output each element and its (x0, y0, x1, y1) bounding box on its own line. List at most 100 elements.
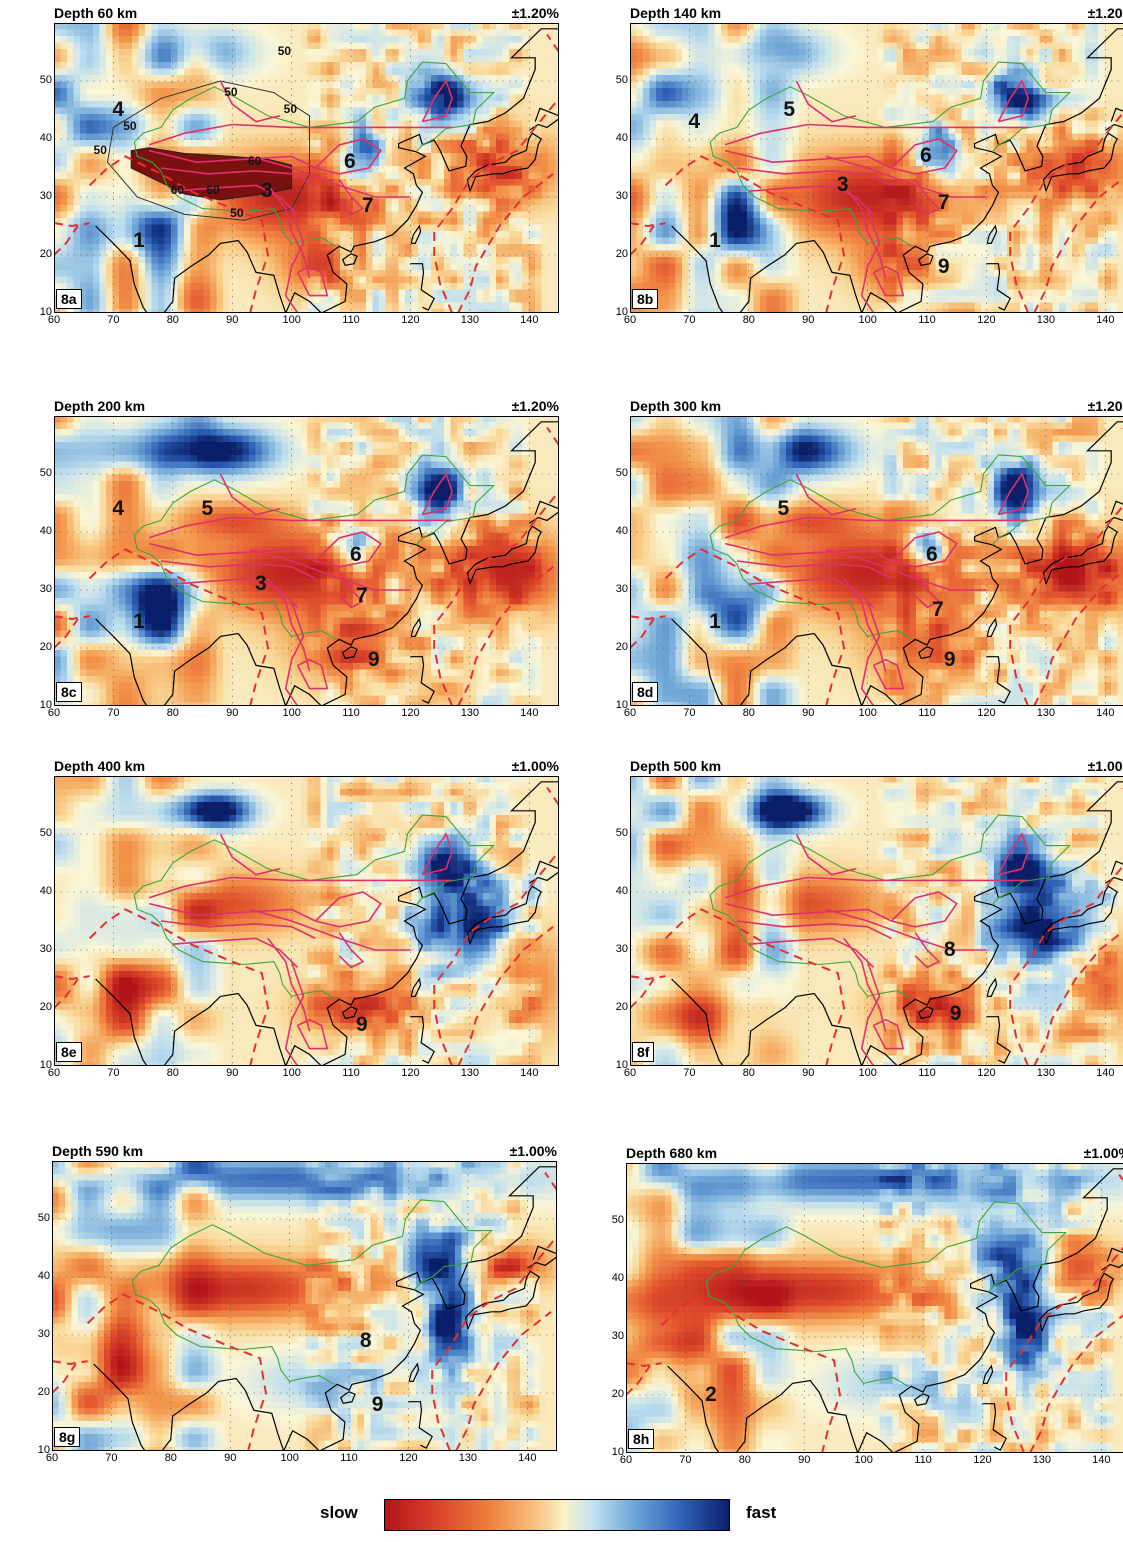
velocity-map (52, 1161, 557, 1451)
coastline (667, 1168, 1123, 1453)
x-tick-label: 100 (277, 314, 307, 326)
x-tick-label: 130 (1031, 1067, 1061, 1079)
contour-label: 60 (248, 154, 261, 168)
x-tick-label: 60 (615, 707, 645, 719)
region-label: 5 (783, 98, 795, 122)
panel-tag: 8h (628, 1429, 655, 1449)
panel-tag: 8a (56, 289, 82, 309)
y-tick-label: 30 (606, 943, 628, 955)
y-tick-label: 40 (30, 525, 52, 537)
map-frame (630, 23, 1123, 313)
x-tick-label: 120 (395, 314, 425, 326)
plate-boundary (626, 1174, 1123, 1453)
x-tick-label: 90 (217, 314, 247, 326)
amplitude-scale: ±1.20% (1088, 5, 1123, 21)
y-tick-label: 10 (606, 1059, 628, 1071)
amplitude-scale: ±1.00% (1088, 758, 1123, 774)
map-panel-8h: Depth 680 km ±1.00% 2 8h 10 20 30 40 50 60 70 80 90 1… (602, 1145, 1123, 1466)
x-tick-label: 110 (912, 707, 942, 719)
y-tick-label: 20 (606, 1001, 628, 1013)
velocity-map (54, 416, 559, 706)
tectonic-blocks (724, 832, 1029, 1066)
y-tick-label: 20 (606, 641, 628, 653)
y-tick-label: 20 (28, 1386, 50, 1398)
amplitude-scale: ±1.20% (512, 5, 559, 21)
x-tick-label: 140 (514, 707, 544, 719)
x-tick-label: 70 (96, 1452, 126, 1464)
y-tick-label: 40 (602, 1272, 624, 1284)
coastline (671, 421, 1123, 706)
region-label: 9 (356, 1013, 368, 1037)
x-tick-label: 130 (455, 314, 485, 326)
x-tick-label: 90 (793, 314, 823, 326)
depth-title: Depth 500 km (630, 758, 721, 774)
panel-tag: 8b (632, 289, 659, 309)
x-tick-label: 90 (789, 1454, 819, 1466)
tectonic-blocks (148, 472, 453, 706)
x-tick-label: 110 (336, 707, 366, 719)
map-panel-8a: Depth 60 km ±1.20% 50 50 50 50 50 60 60 60 50 1 3 4 6 7… (32, 5, 572, 326)
y-tick-label: 40 (606, 525, 628, 537)
crust-contour (106, 80, 310, 221)
x-tick-label: 140 (514, 314, 544, 326)
region-label: 5 (201, 497, 213, 521)
panel-tag: 8d (632, 682, 659, 702)
x-tick-label: 120 (971, 1067, 1001, 1079)
velocity-map (630, 23, 1123, 313)
x-tick-label: 110 (912, 314, 942, 326)
map-frame (54, 416, 559, 706)
panel-header: Depth 200 km ±1.20% (54, 398, 559, 416)
x-tick-label: 80 (156, 1452, 186, 1464)
x-tick-label: 60 (615, 314, 645, 326)
y-tick-label: 30 (606, 190, 628, 202)
x-tick-label: 140 (512, 1452, 542, 1464)
tectonic-blocks (148, 832, 453, 1066)
china-border (131, 1199, 493, 1385)
map-panel-8e: Depth 400 km ±1.00% 9 8e 10 20 30 40 50 60 70 80 90 1… (30, 758, 572, 1079)
region-label: 8 (944, 938, 956, 962)
y-tick-label: 40 (606, 885, 628, 897)
velocity-map (630, 416, 1123, 706)
x-tick-label: 70 (98, 1067, 128, 1079)
anomaly-field (626, 1163, 1123, 1453)
x-tick-label: 110 (336, 314, 366, 326)
velocity-map (630, 776, 1123, 1066)
plate-boundary (52, 1172, 557, 1451)
y-tick-label: 40 (606, 132, 628, 144)
plate-boundary (630, 427, 1123, 706)
region-label: 6 (344, 150, 356, 174)
anomaly-field (630, 416, 1123, 706)
map-frame (54, 23, 559, 313)
x-tick-label: 70 (674, 1067, 704, 1079)
region-label: 7 (932, 598, 944, 622)
y-tick-label: 10 (30, 699, 52, 711)
contour-label: 50 (123, 119, 136, 133)
y-tick-label: 40 (30, 885, 52, 897)
y-tick-label: 30 (30, 583, 52, 595)
depth-title: Depth 590 km (52, 1143, 143, 1159)
x-tick-label: 80 (734, 707, 764, 719)
region-label: 4 (112, 98, 124, 122)
x-tick-label: 110 (336, 1067, 366, 1079)
plate-boundary (630, 34, 1123, 313)
depth-title: Depth 400 km (54, 758, 145, 774)
region-label: 6 (920, 144, 932, 168)
amplitude-scale: ±1.20% (512, 398, 559, 414)
x-tick-label: 140 (1090, 1067, 1120, 1079)
x-tick-label: 70 (674, 314, 704, 326)
region-label: 1 (133, 229, 145, 253)
map-panel-8f: Depth 500 km ±1.00% 8 9 8f 10 20 30 40 50 60 70 80 90… (606, 758, 1123, 1079)
region-label: 4 (112, 497, 124, 521)
region-label: 6 (926, 543, 938, 567)
y-tick-label: 50 (602, 1214, 624, 1226)
x-tick-label: 80 (158, 314, 188, 326)
region-label: 5 (777, 497, 789, 521)
tectonic-blocks (724, 472, 1029, 706)
legend-slow-label: slow (320, 1503, 358, 1523)
x-tick-label: 60 (615, 1067, 645, 1079)
region-label: 7 (356, 584, 368, 608)
panel-header: Depth 680 km ±1.00% (626, 1145, 1123, 1163)
velocity-map (54, 776, 559, 1066)
velocity-map (54, 23, 559, 313)
region-label: 9 (950, 1002, 962, 1026)
